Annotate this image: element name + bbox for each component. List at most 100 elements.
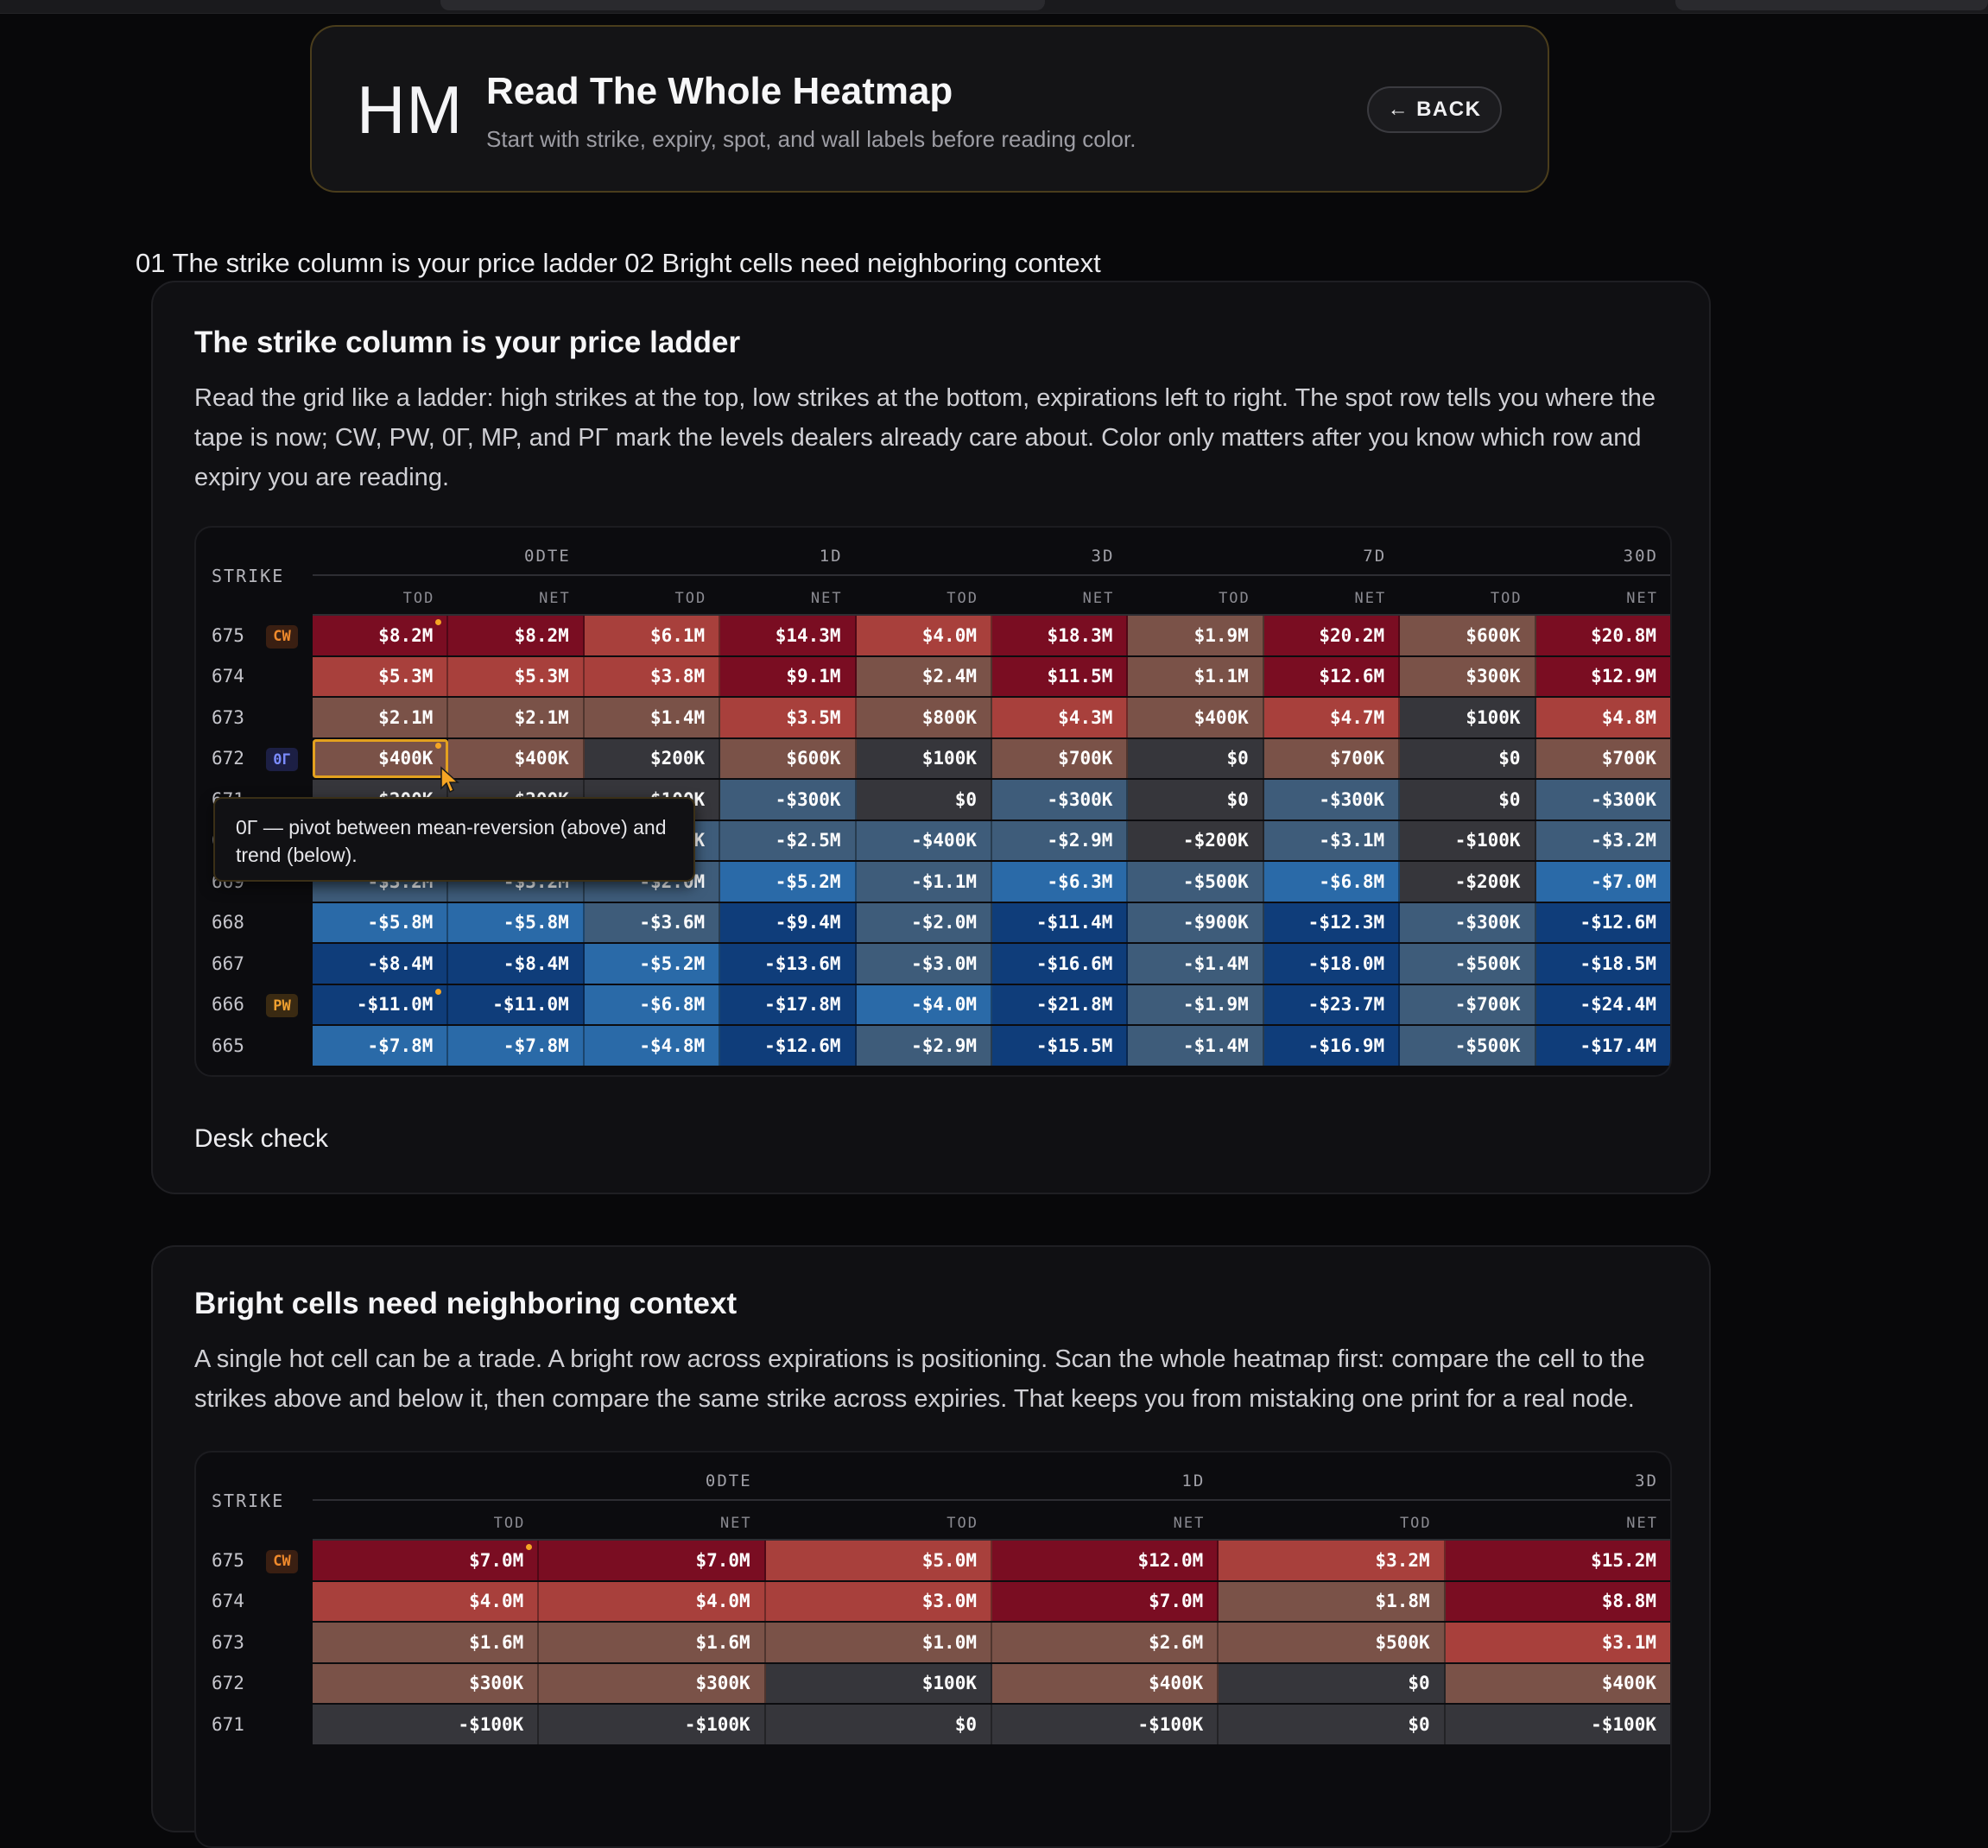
heatmap-cell[interactable]: -$400K [856, 820, 992, 860]
heatmap-cell[interactable]: -$8.4M [313, 944, 449, 984]
heatmap-cell[interactable]: $700K [1535, 738, 1670, 778]
heatmap-cell[interactable]: -$100K [539, 1705, 766, 1744]
heatmap-cell[interactable]: -$2.5M [720, 820, 857, 860]
heatmap-cell[interactable]: -$200K [1128, 820, 1264, 860]
heatmap-cell[interactable]: $2.1M [313, 698, 449, 737]
heatmap-cell[interactable]: -$200K [1400, 862, 1536, 902]
heatmap-cell[interactable]: $1.4M [584, 698, 721, 737]
heatmap-cell[interactable]: -$900K [1128, 902, 1264, 942]
heatmap-cell[interactable]: -$2.9M [856, 1026, 992, 1066]
heatmap-cell[interactable]: -$11.0M [313, 984, 449, 1024]
heatmap-cell[interactable]: $800K [856, 698, 992, 737]
heatmap-cell[interactable]: -$16.9M [1263, 1026, 1401, 1066]
heatmap-cell[interactable]: $3.5M [720, 698, 857, 737]
heatmap-cell[interactable]: -$2.9M [992, 820, 1129, 860]
heatmap-cell[interactable]: $3.1M [1445, 1623, 1670, 1662]
heatmap-cell[interactable]: $4.0M [313, 1581, 540, 1621]
heatmap-cell[interactable]: -$7.8M [313, 1026, 449, 1066]
heatmap-cell[interactable]: -$1.1M [856, 862, 992, 902]
heatmap-cell[interactable]: $700K [992, 738, 1129, 778]
address-bar[interactable] [440, 0, 1045, 10]
heatmap-cell[interactable]: $8.2M [313, 616, 449, 655]
heatmap-cell[interactable]: -$3.1M [1263, 820, 1401, 860]
heatmap-cell[interactable]: $400K [448, 738, 585, 778]
heatmap-cell[interactable]: $12.0M [992, 1541, 1219, 1580]
heatmap-cell[interactable]: -$17.4M [1535, 1026, 1670, 1066]
heatmap-cell[interactable]: $400K [1445, 1663, 1670, 1703]
heatmap-cell[interactable]: $600K [1400, 616, 1536, 655]
heatmap-cell[interactable]: -$5.8M [448, 902, 585, 942]
heatmap-cell[interactable]: -$300K [992, 780, 1129, 820]
heatmap-cell[interactable]: $0 [1219, 1705, 1446, 1744]
heatmap-cell[interactable]: -$6.3M [992, 862, 1129, 902]
heatmap-cell[interactable]: -$300K [1263, 780, 1401, 820]
heatmap-cell[interactable]: -$13.6M [720, 944, 857, 984]
heatmap-cell[interactable]: $1.6M [539, 1623, 766, 1662]
heatmap-cell[interactable]: $5.3M [448, 656, 585, 696]
heatmap-cell[interactable]: $14.3M [720, 616, 857, 655]
heatmap-cell[interactable]: -$3.6M [584, 902, 721, 942]
heatmap-cell[interactable]: $0 [1400, 780, 1536, 820]
heatmap-cell[interactable]: -$700K [1400, 984, 1536, 1024]
heatmap-cell[interactable]: -$4.8M [584, 1026, 721, 1066]
heatmap-cell[interactable]: $0 [765, 1705, 992, 1744]
heatmap-cell[interactable]: $4.0M [856, 616, 992, 655]
heatmap-cell[interactable]: -$4.0M [856, 984, 992, 1024]
heatmap-cell[interactable]: $1.0M [765, 1623, 992, 1662]
heatmap-cell[interactable]: -$11.4M [992, 902, 1129, 942]
heatmap-cell[interactable]: $100K [765, 1663, 992, 1703]
heatmap-cell[interactable]: $400K [1128, 698, 1264, 737]
heatmap-cell[interactable]: $500K [1219, 1623, 1446, 1662]
heatmap-cell[interactable]: $1.8M [1219, 1581, 1446, 1621]
heatmap-cell[interactable]: $8.2M [448, 616, 585, 655]
toolbar-area[interactable] [1675, 0, 1988, 10]
heatmap-cell[interactable]: -$500K [1400, 944, 1536, 984]
heatmap-cell[interactable]: $1.6M [313, 1623, 540, 1662]
heatmap-cell[interactable]: $400K [313, 738, 449, 778]
heatmap-cell[interactable]: -$24.4M [1535, 984, 1670, 1024]
heatmap-cell[interactable]: -$18.5M [1535, 944, 1670, 984]
heatmap-cell[interactable]: -$2.0M [856, 902, 992, 942]
heatmap-cell[interactable]: $18.3M [992, 616, 1129, 655]
heatmap-cell[interactable]: $2.6M [992, 1623, 1219, 1662]
heatmap-cell[interactable]: -$100K [1400, 820, 1536, 860]
heatmap-cell[interactable]: -$7.8M [448, 1026, 585, 1066]
heatmap-cell[interactable]: $4.7M [1263, 698, 1401, 737]
heatmap-cell[interactable]: -$3.0M [856, 944, 992, 984]
heatmap-cell[interactable]: $8.8M [1445, 1581, 1670, 1621]
back-button[interactable]: ← BACK [1367, 86, 1502, 133]
heatmap-cell[interactable]: -$100K [992, 1705, 1219, 1744]
heatmap-cell[interactable]: $100K [856, 738, 992, 778]
heatmap-cell[interactable]: -$21.8M [992, 984, 1129, 1024]
heatmap-cell[interactable]: $4.3M [992, 698, 1129, 737]
heatmap-cell[interactable]: $2.1M [448, 698, 585, 737]
heatmap-cell[interactable]: $11.5M [992, 656, 1129, 696]
heatmap-cell[interactable]: $0 [856, 780, 992, 820]
heatmap-cell[interactable]: $20.2M [1263, 616, 1401, 655]
heatmap-cell[interactable]: -$6.8M [1263, 862, 1401, 902]
heatmap-cell[interactable]: $1.9M [1128, 616, 1264, 655]
heatmap-cell[interactable]: $7.0M [992, 1581, 1219, 1621]
heatmap-cell[interactable]: $0 [1128, 738, 1264, 778]
heatmap-cell[interactable]: $400K [992, 1663, 1219, 1703]
heatmap-cell[interactable]: -$9.4M [720, 902, 857, 942]
heatmap-cell[interactable]: $300K [539, 1663, 766, 1703]
heatmap-cell[interactable]: -$5.2M [720, 862, 857, 902]
heatmap-cell[interactable]: -$12.6M [1535, 902, 1670, 942]
heatmap-cell[interactable]: -$500K [1400, 1026, 1536, 1066]
heatmap-cell[interactable]: -$500K [1128, 862, 1264, 902]
heatmap-cell[interactable]: -$3.2M [1535, 820, 1670, 860]
heatmap-cell[interactable]: -$6.8M [584, 984, 721, 1024]
heatmap-cell[interactable]: -$15.5M [992, 1026, 1129, 1066]
steps-navigation[interactable]: 01 The strike column is your price ladde… [136, 248, 1101, 278]
heatmap-cell[interactable]: $0 [1128, 780, 1264, 820]
heatmap-cell[interactable]: -$12.6M [720, 1026, 857, 1066]
heatmap-cell[interactable]: $0 [1219, 1663, 1446, 1703]
heatmap-cell[interactable]: $15.2M [1445, 1541, 1670, 1580]
heatmap-cell[interactable]: $7.0M [539, 1541, 766, 1580]
heatmap-cell[interactable]: $200K [584, 738, 721, 778]
heatmap-cell[interactable]: $6.1M [584, 616, 721, 655]
heatmap-cell[interactable]: -$23.7M [1263, 984, 1401, 1024]
heatmap-cell[interactable]: $12.6M [1263, 656, 1401, 696]
heatmap-cell[interactable]: $0 [1400, 738, 1536, 778]
